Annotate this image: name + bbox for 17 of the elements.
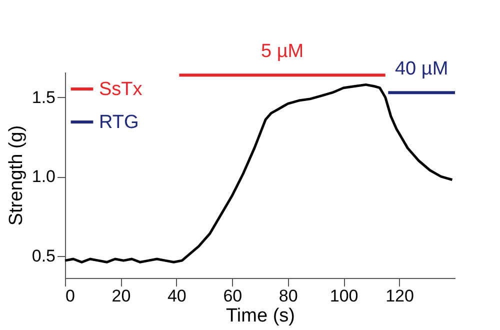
annotation: 40 µM — [394, 58, 448, 80]
x-tick-label: 80 — [278, 286, 298, 306]
x-tick-label: 60 — [223, 286, 242, 306]
x-tick-label: 20 — [112, 286, 131, 306]
x-axis-title: Time (s) — [226, 306, 295, 326]
y-axis-title: Strength (g) — [6, 125, 27, 226]
x-tick-label: 100 — [330, 286, 358, 306]
x-tick-label: 40 — [167, 286, 186, 306]
legend-label: RTG — [99, 112, 139, 133]
x-tick-label: 0 — [66, 286, 75, 306]
y-tick-label: 1.5 — [32, 88, 56, 107]
line-series — [64, 83, 454, 264]
x-tick-label: 120 — [386, 286, 414, 306]
y-tick-label: 1.0 — [32, 167, 56, 186]
y-tick-label: 0.5 — [32, 246, 56, 266]
legend-label: SsTx — [99, 79, 143, 100]
annotation: 5 µM — [260, 41, 304, 62]
